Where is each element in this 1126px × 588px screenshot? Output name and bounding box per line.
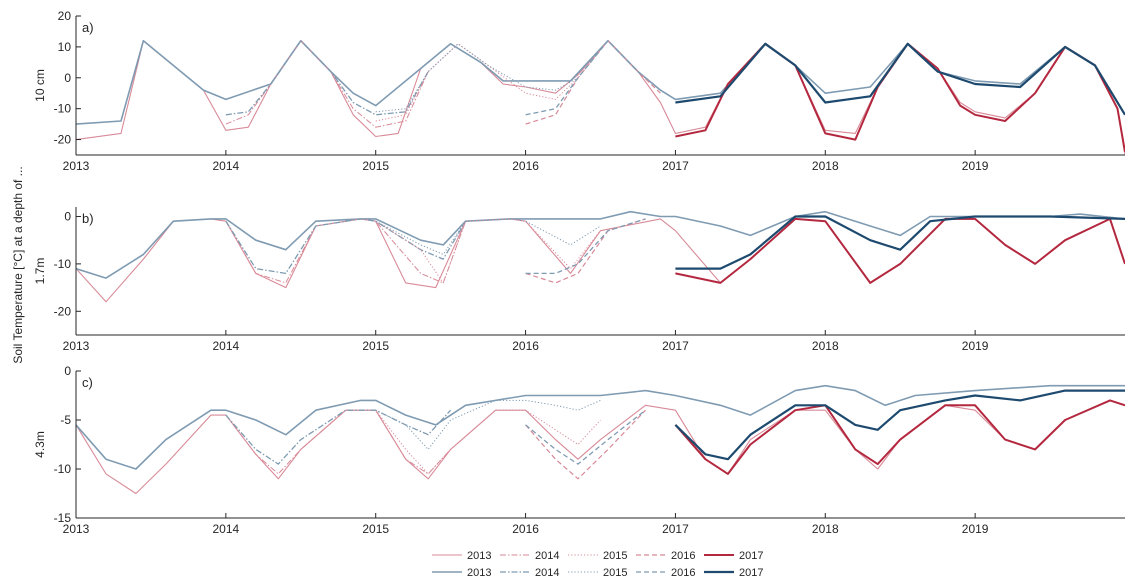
series-line-red-2016 bbox=[525, 40, 661, 125]
series-line-blue-2016 bbox=[525, 409, 646, 465]
legend-item-red-2016: 2016 bbox=[636, 550, 695, 562]
y-tick-label: -20 bbox=[54, 304, 72, 318]
x-tick-label: 2018 bbox=[812, 522, 839, 536]
series-group bbox=[76, 384, 1125, 495]
series-line-red-2014 bbox=[225, 218, 467, 284]
series-line-blue-2017 bbox=[675, 42, 1125, 116]
x-tick-label: 2019 bbox=[962, 522, 989, 536]
x-tick-label: 2013 bbox=[63, 522, 90, 536]
panel-y-label: 4.3m bbox=[33, 431, 47, 458]
legend-label: 2016 bbox=[671, 567, 695, 579]
legend-item-blue-2014: 2014 bbox=[500, 567, 559, 579]
legend-label: 2016 bbox=[671, 550, 695, 562]
y-tick-label: 0 bbox=[64, 209, 71, 223]
y-tick-label: 20 bbox=[58, 9, 72, 23]
panel-y-label: 1.7m bbox=[33, 258, 47, 285]
panel-label: c) bbox=[82, 375, 93, 390]
series-line-blue-2016 bbox=[525, 40, 661, 116]
legend-item-blue-2013: 2013 bbox=[432, 567, 491, 579]
series-line-blue-2017 bbox=[675, 215, 1125, 270]
legend-label: 2014 bbox=[535, 567, 559, 579]
x-tick-label: 2014 bbox=[213, 159, 240, 173]
y-tick-label: -10 bbox=[54, 102, 72, 116]
legend-label: 2015 bbox=[603, 550, 627, 562]
series-group bbox=[76, 39, 1125, 155]
legend: 2013 2014 2015 2016 2017 2013 2014 2015 2016 2017 bbox=[432, 550, 763, 579]
series-line-blue-2017 bbox=[674, 389, 1125, 461]
x-tick-label: 2015 bbox=[362, 339, 389, 353]
legend-label: 2013 bbox=[467, 567, 491, 579]
panel-label: a) bbox=[82, 20, 94, 35]
legend-item-blue-2016: 2016 bbox=[636, 567, 695, 579]
panels: 20 10 0 -10 -20 2013 2014 2015 2016 2017 2018 2019 a… bbox=[33, 9, 1125, 536]
y-tick-label: -10 bbox=[54, 257, 72, 271]
series-line-red-2013 bbox=[76, 218, 1125, 303]
y-tick-label: -5 bbox=[60, 413, 71, 427]
series-line-red-2013 bbox=[76, 399, 1125, 495]
series-line-blue-2015 bbox=[375, 399, 601, 450]
legend-item-red-2017: 2017 bbox=[704, 550, 763, 562]
legend-item-blue-2015: 2015 bbox=[568, 567, 627, 579]
series-line-blue-2015 bbox=[375, 218, 601, 255]
x-tick-label: 2013 bbox=[63, 339, 90, 353]
x-tick-label: 2014 bbox=[213, 522, 240, 536]
series-line-blue-2015 bbox=[375, 43, 579, 113]
series-line-red-2017 bbox=[674, 399, 1125, 475]
series-line-red-2017 bbox=[675, 217, 1125, 284]
panel-2: 0 -10 -20 2013 2014 2015 2016 2017 2018 2019 b) 1.7… bbox=[33, 207, 1125, 353]
x-tick-label: 2014 bbox=[213, 339, 240, 353]
x-tick-label: 2019 bbox=[962, 339, 989, 353]
x-tick-label: 2017 bbox=[662, 522, 689, 536]
figure-y-axis-label: Soil Temperature [°C] at a depth of ... bbox=[11, 166, 25, 363]
legend-label: 2015 bbox=[603, 567, 627, 579]
y-tick-label: -15 bbox=[54, 511, 72, 525]
x-tick-label: 2019 bbox=[962, 159, 989, 173]
series-line-blue-2016 bbox=[525, 218, 646, 275]
y-tick-label: -10 bbox=[54, 462, 72, 476]
series-line-red-2014 bbox=[225, 40, 429, 128]
x-tick-label: 2018 bbox=[812, 159, 839, 173]
x-tick-label: 2015 bbox=[362, 159, 389, 173]
legend-label: 2014 bbox=[535, 550, 559, 562]
legend-label: 2017 bbox=[739, 567, 763, 579]
x-tick-label: 2015 bbox=[362, 522, 389, 536]
series-line-red-2015 bbox=[375, 43, 579, 122]
series-line-red-2015 bbox=[375, 409, 601, 475]
series-line-red-2014 bbox=[225, 409, 451, 475]
legend-item-red-2015: 2015 bbox=[568, 550, 627, 562]
x-tick-label: 2013 bbox=[63, 159, 90, 173]
panel-y-label: 10 cm bbox=[33, 69, 47, 102]
series-line-blue-2013 bbox=[76, 384, 1125, 470]
panel-label: b) bbox=[82, 211, 94, 226]
series-line-blue-2014 bbox=[225, 40, 429, 116]
series-line-red-2016 bbox=[525, 409, 646, 480]
legend-item-blue-2017: 2017 bbox=[704, 567, 763, 579]
x-tick-label: 2016 bbox=[512, 339, 539, 353]
x-tick-label: 2016 bbox=[512, 522, 539, 536]
x-tick-label: 2016 bbox=[512, 159, 539, 173]
legend-label: 2017 bbox=[739, 550, 763, 562]
x-tick-label: 2017 bbox=[662, 339, 689, 353]
series-line-red-2017 bbox=[675, 42, 1125, 153]
series-line-blue-2014 bbox=[225, 409, 452, 465]
series-line-red-2013 bbox=[76, 40, 1125, 155]
panel-1: 20 10 0 -10 -20 2013 2014 2015 2016 2017 2018 2019 a… bbox=[33, 9, 1125, 173]
x-tick-label: 2018 bbox=[812, 339, 839, 353]
series-group bbox=[76, 210, 1125, 303]
y-tick-label: 0 bbox=[64, 364, 71, 378]
series-line-blue-2014 bbox=[225, 218, 467, 275]
x-tick-label: 2017 bbox=[662, 159, 689, 173]
y-tick-label: -20 bbox=[54, 133, 72, 147]
series-line-red-2015 bbox=[375, 218, 601, 284]
y-tick-label: 0 bbox=[64, 71, 71, 85]
legend-item-red-2013: 2013 bbox=[432, 550, 491, 562]
legend-item-red-2014: 2014 bbox=[500, 550, 559, 562]
legend-label: 2013 bbox=[467, 550, 491, 562]
y-tick-label: 10 bbox=[58, 40, 72, 54]
series-line-blue-2013 bbox=[76, 210, 1125, 279]
